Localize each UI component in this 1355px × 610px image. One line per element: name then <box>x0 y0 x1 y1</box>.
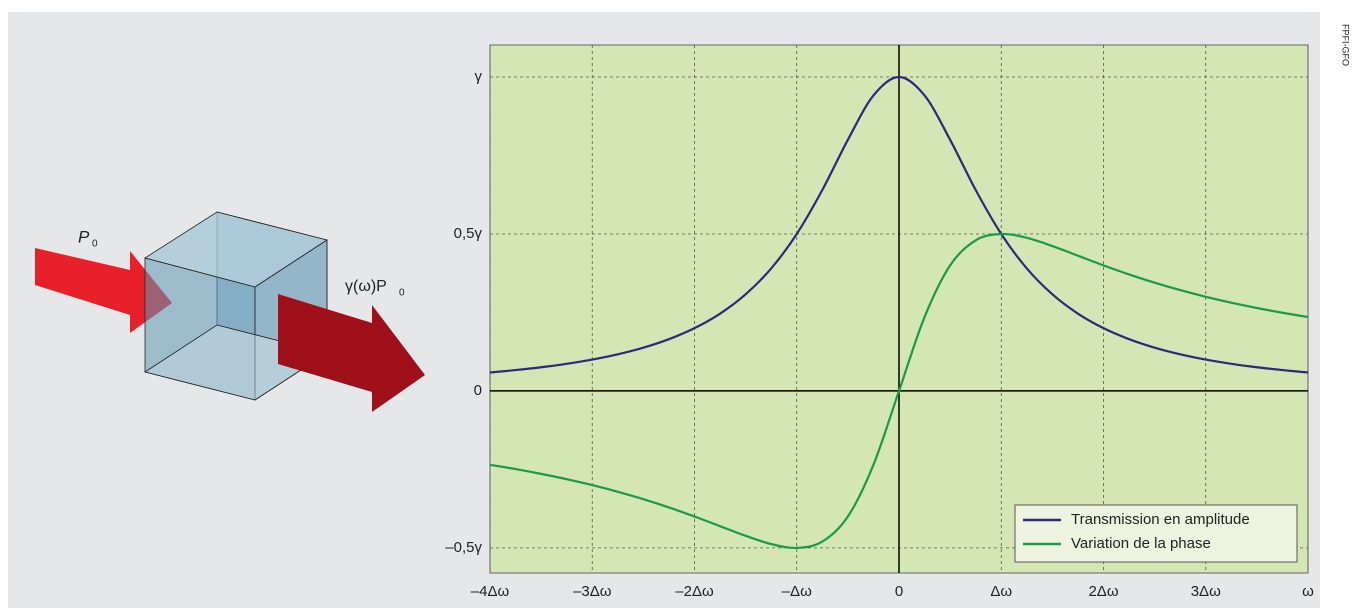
y-tick-label: γ <box>475 68 483 85</box>
x-tick-label: ω <box>1302 583 1314 600</box>
output-label: γ(ω)P <box>345 278 387 295</box>
legend-label: Transmission en amplitude <box>1071 511 1250 528</box>
x-tick-label: Δω <box>990 583 1012 600</box>
output-subscript: 0 <box>399 288 405 299</box>
legend-label: Variation de la phase <box>1071 535 1211 552</box>
x-tick-label: 2Δω <box>1088 583 1118 600</box>
x-tick-label: 3Δω <box>1191 583 1221 600</box>
y-tick-label: 0 <box>474 382 482 399</box>
credit: FPFI-GFO <box>1341 24 1351 66</box>
x-tick-label: –2Δω <box>675 583 714 600</box>
x-tick-label: –3Δω <box>573 583 612 600</box>
y-tick-label: 0,5γ <box>454 225 483 242</box>
x-tick-label: –4Δω <box>471 583 510 600</box>
figure: FPFI-GFO P 0 γ(ω)P 0 –0,5γ 0 0,5γ γ –4Δω –3Δω… <box>0 0 1355 610</box>
x-tick-label: –Δω <box>782 583 812 600</box>
x-tick-label: 0 <box>895 583 903 600</box>
input-label: P <box>78 227 90 246</box>
input-subscript: 0 <box>92 239 98 250</box>
y-tick-label: –0,5γ <box>445 539 482 556</box>
